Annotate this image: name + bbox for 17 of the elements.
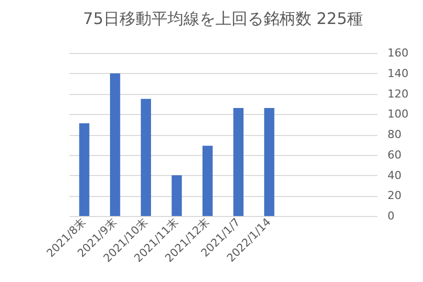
bar [110, 73, 120, 216]
bar [172, 175, 182, 216]
y-tick-label: 100 [388, 108, 408, 121]
bar [264, 108, 274, 216]
y-tick-label: 140 [388, 66, 408, 80]
bar [140, 98, 152, 216]
y-tick-label: 160 [388, 46, 408, 60]
bar [79, 123, 90, 216]
y-tick-label: 0 [388, 210, 394, 222]
y-tick-label: 120 [388, 87, 408, 100]
y-tick-label: 60 [388, 148, 402, 162]
y-tick-label: 40 [388, 168, 402, 182]
bar [233, 108, 244, 216]
bar [202, 146, 213, 216]
chart-title: 75日移動平均線を上回る銘柄数 225種 [83, 9, 363, 28]
y-tick-label: 80 [388, 128, 402, 141]
y-tick-label: 20 [388, 189, 402, 202]
